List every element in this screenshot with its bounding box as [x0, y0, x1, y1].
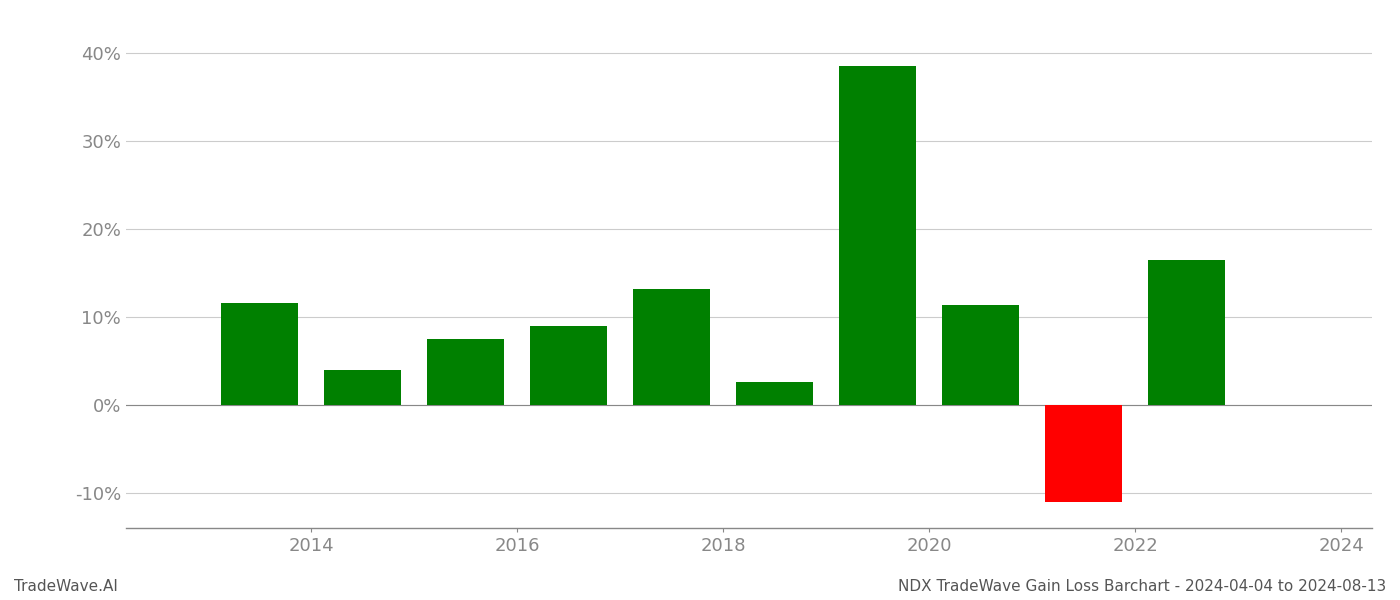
Bar	[1044, 405, 1123, 502]
Bar	[221, 303, 298, 405]
Bar	[839, 67, 917, 405]
Bar	[427, 339, 504, 405]
Bar	[325, 370, 402, 405]
Bar	[1148, 260, 1225, 405]
Bar	[942, 305, 1019, 405]
Text: TradeWave.AI: TradeWave.AI	[14, 579, 118, 594]
Bar	[633, 289, 710, 405]
Bar	[531, 326, 608, 405]
Text: NDX TradeWave Gain Loss Barchart - 2024-04-04 to 2024-08-13: NDX TradeWave Gain Loss Barchart - 2024-…	[897, 579, 1386, 594]
Bar	[736, 382, 813, 405]
